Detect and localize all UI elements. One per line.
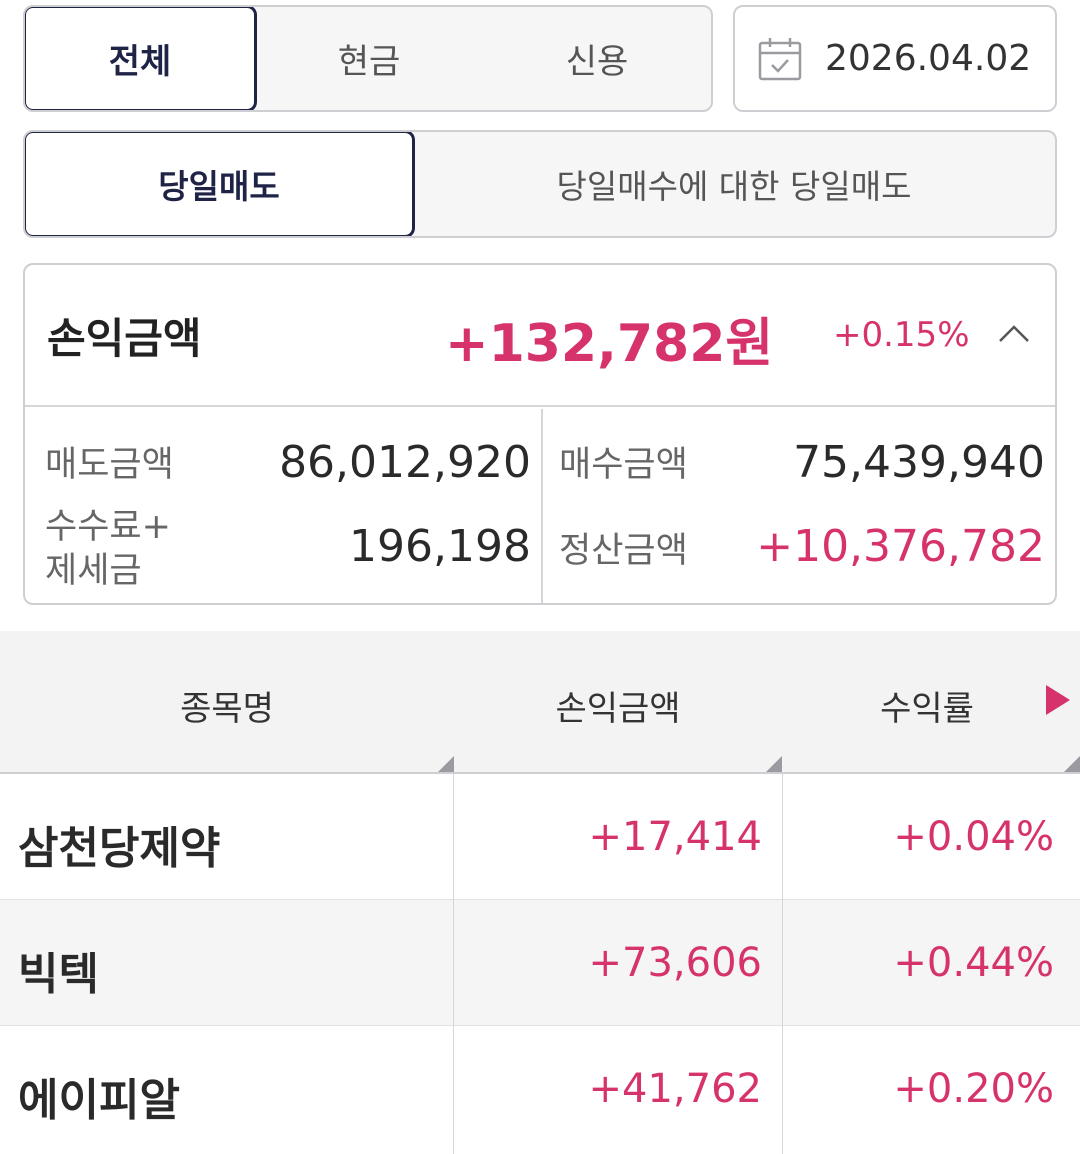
- sort-corner-icon: [1064, 756, 1080, 772]
- stock-rate: +0.44%: [893, 940, 1054, 986]
- selected-date: 2026.04.02: [825, 38, 1032, 79]
- column-header-name[interactable]: 종목명: [180, 689, 274, 729]
- stock-profit: +17,414: [588, 814, 762, 860]
- chevron-up-icon[interactable]: [997, 321, 1031, 345]
- stock-name: 빅텍: [18, 949, 99, 1000]
- summary-divider: [541, 409, 543, 603]
- fee-tax-value: 196,198: [349, 521, 531, 572]
- summary-details: 매도금액 86,012,920 매수금액 75,439,940 수수료+ 제세금…: [25, 409, 1055, 603]
- column-header-profit[interactable]: 손익금액: [555, 689, 681, 729]
- profit-label: 손익금액: [47, 314, 202, 363]
- settlement-value: +10,376,782: [756, 521, 1045, 572]
- calendar-icon: [757, 36, 803, 82]
- stock-name: 삼천당제약: [18, 823, 221, 874]
- buy-amount-value: 75,439,940: [793, 437, 1045, 488]
- tab-credit[interactable]: 신용: [565, 42, 629, 82]
- triangle-right-icon[interactable]: [1046, 685, 1070, 715]
- table-row[interactable]: 에이피알 +41,762 +0.20%: [0, 1026, 1080, 1154]
- sort-corner-icon: [438, 756, 454, 772]
- profit-amount: +132,782원: [445, 314, 774, 374]
- profit-summary-card: 손익금액 +132,782원 +0.15% 매도금액 86,012,920 매수…: [23, 263, 1057, 605]
- column-divider: [782, 774, 783, 1154]
- date-picker[interactable]: 2026.04.02: [733, 5, 1057, 112]
- table-row[interactable]: 삼천당제약 +17,414 +0.04%: [0, 774, 1080, 900]
- stock-rate: +0.04%: [893, 814, 1054, 860]
- buy-amount-label: 매수금액: [559, 445, 688, 485]
- column-header-rate[interactable]: 수익률: [880, 689, 974, 729]
- summary-header[interactable]: 손익금액 +132,782원 +0.15%: [25, 265, 1055, 407]
- profit-percent: +0.15%: [833, 315, 970, 355]
- stock-name: 에이피알: [18, 1075, 180, 1126]
- trade-type-tabs: 당일매도 당일매수에 대한 당일매도: [23, 130, 1057, 238]
- fee-tax-label-line2: 제세금: [45, 551, 142, 591]
- fee-tax-label-line1: 수수료+: [45, 507, 171, 547]
- column-divider: [453, 774, 454, 1154]
- sort-corner-icon: [766, 756, 782, 772]
- tab-cash[interactable]: 현금: [337, 42, 401, 82]
- stock-rate: +0.20%: [893, 1066, 1054, 1112]
- table-row[interactable]: 빅텍 +73,606 +0.44%: [0, 900, 1080, 1026]
- account-type-tabs: 전체 현금 신용: [23, 5, 713, 112]
- table-header: 종목명 손익금액 수익률: [0, 631, 1080, 774]
- sell-amount-value: 86,012,920: [279, 437, 531, 488]
- tab-same-day-sell[interactable]: 당일매도: [25, 132, 415, 236]
- stock-profit: +41,762: [588, 1066, 762, 1112]
- sell-amount-label: 매도금액: [45, 445, 174, 485]
- tab-all[interactable]: 전체: [25, 7, 257, 110]
- settlement-label: 정산금액: [559, 531, 688, 571]
- stock-profit: +73,606: [588, 940, 762, 986]
- tab-same-day-sell-for-buy[interactable]: 당일매수에 대한 당일매도: [556, 167, 912, 206]
